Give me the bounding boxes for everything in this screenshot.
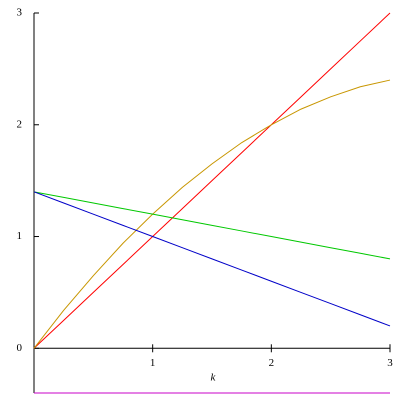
series-line [33, 191, 391, 260]
series-line [33, 191, 391, 327]
x-tick-label: 2 [269, 357, 275, 369]
x-axis-label: k [211, 372, 217, 384]
series-line [33, 79, 391, 349]
y-tick-label: 1 [17, 230, 23, 242]
x-tick-label: 1 [150, 357, 156, 369]
y-tick-label: 2 [17, 118, 23, 130]
y-tick-label: 3 [17, 7, 23, 19]
series-line [33, 12, 391, 349]
x-tick-label: 3 [387, 357, 393, 369]
y-tick-label: 0 [17, 342, 23, 354]
